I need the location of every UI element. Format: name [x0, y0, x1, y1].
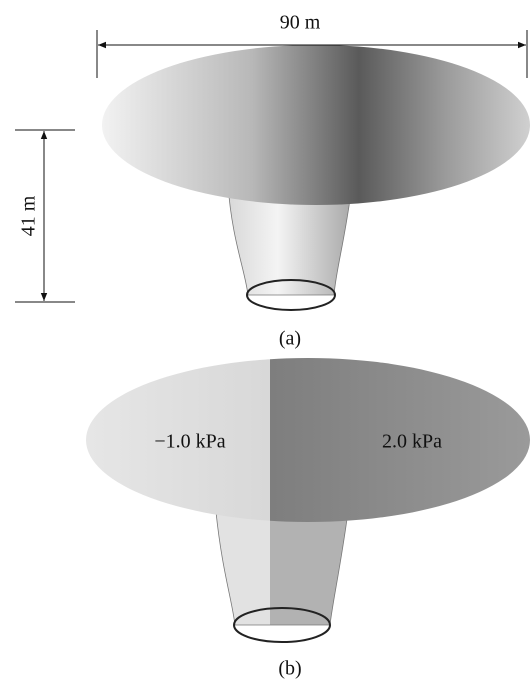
height-label: 41 m — [18, 195, 40, 236]
pressure-label: −1.0 kPa — [154, 431, 225, 453]
funnel-top — [102, 45, 530, 205]
panel-a: 90 m 41 m (a) — [15, 12, 530, 350]
caption: (a) — [279, 328, 301, 350]
width-label: 90 m — [280, 12, 321, 34]
panel-b: −1.0 kPa 2.0 kPa (b) — [86, 358, 530, 680]
figure: 90 m 41 m (a) −1.0 kPa 2.0 kPa (b) — [0, 0, 530, 684]
caption: (b) — [278, 658, 301, 680]
pressure-label: 2.0 kPa — [382, 431, 442, 453]
